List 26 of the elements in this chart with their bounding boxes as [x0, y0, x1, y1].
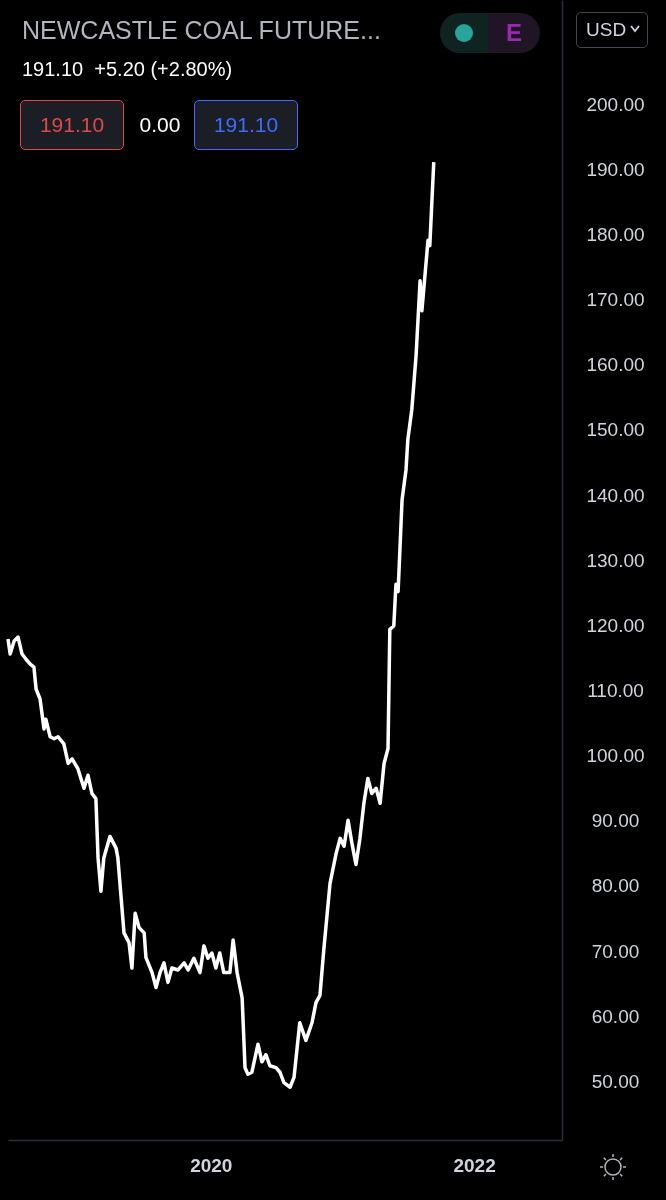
text: USD — [576, 12, 648, 48]
annotation: E — [488, 13, 540, 53]
y-tick-label: 140.00 — [586, 484, 645, 506]
y-tick-label: 70.00 — [591, 940, 640, 962]
y-tick-label: 150.00 — [586, 419, 645, 441]
y-tick-label: 180.00 — [586, 224, 645, 246]
annotation: 0.00 — [138, 112, 182, 138]
annotation: 191.10 — [194, 100, 298, 150]
x-tick-label: 2020 — [190, 1154, 233, 1176]
y-tick-label: 90.00 — [591, 810, 640, 832]
y-tick-label: 130.00 — [586, 549, 645, 571]
line-series — [6, 160, 436, 1089]
text: NEWCASTLE COAL FUTURE... — [22, 16, 381, 45]
y-tick-label: 110.00 — [587, 680, 644, 702]
y-tick-label: 100.00 — [586, 745, 645, 767]
y-tick-label: 60.00 — [591, 1005, 640, 1027]
y-tick-label: 50.00 — [591, 1070, 640, 1092]
y-tick-label: 190.00 — [586, 158, 645, 180]
text: 191.10 +5.20 (+2.80%) — [22, 58, 233, 81]
y-tick-label: 200.00 — [586, 93, 645, 115]
y-tick-label: 160.00 — [586, 354, 645, 376]
y-tick-label: 80.00 — [591, 875, 640, 897]
y-tick-label: 170.00 — [586, 289, 645, 311]
x-tick-label: 2022 — [453, 1154, 496, 1176]
annotation: 191.10 — [20, 100, 124, 150]
y-tick-label: 120.00 — [586, 614, 645, 636]
